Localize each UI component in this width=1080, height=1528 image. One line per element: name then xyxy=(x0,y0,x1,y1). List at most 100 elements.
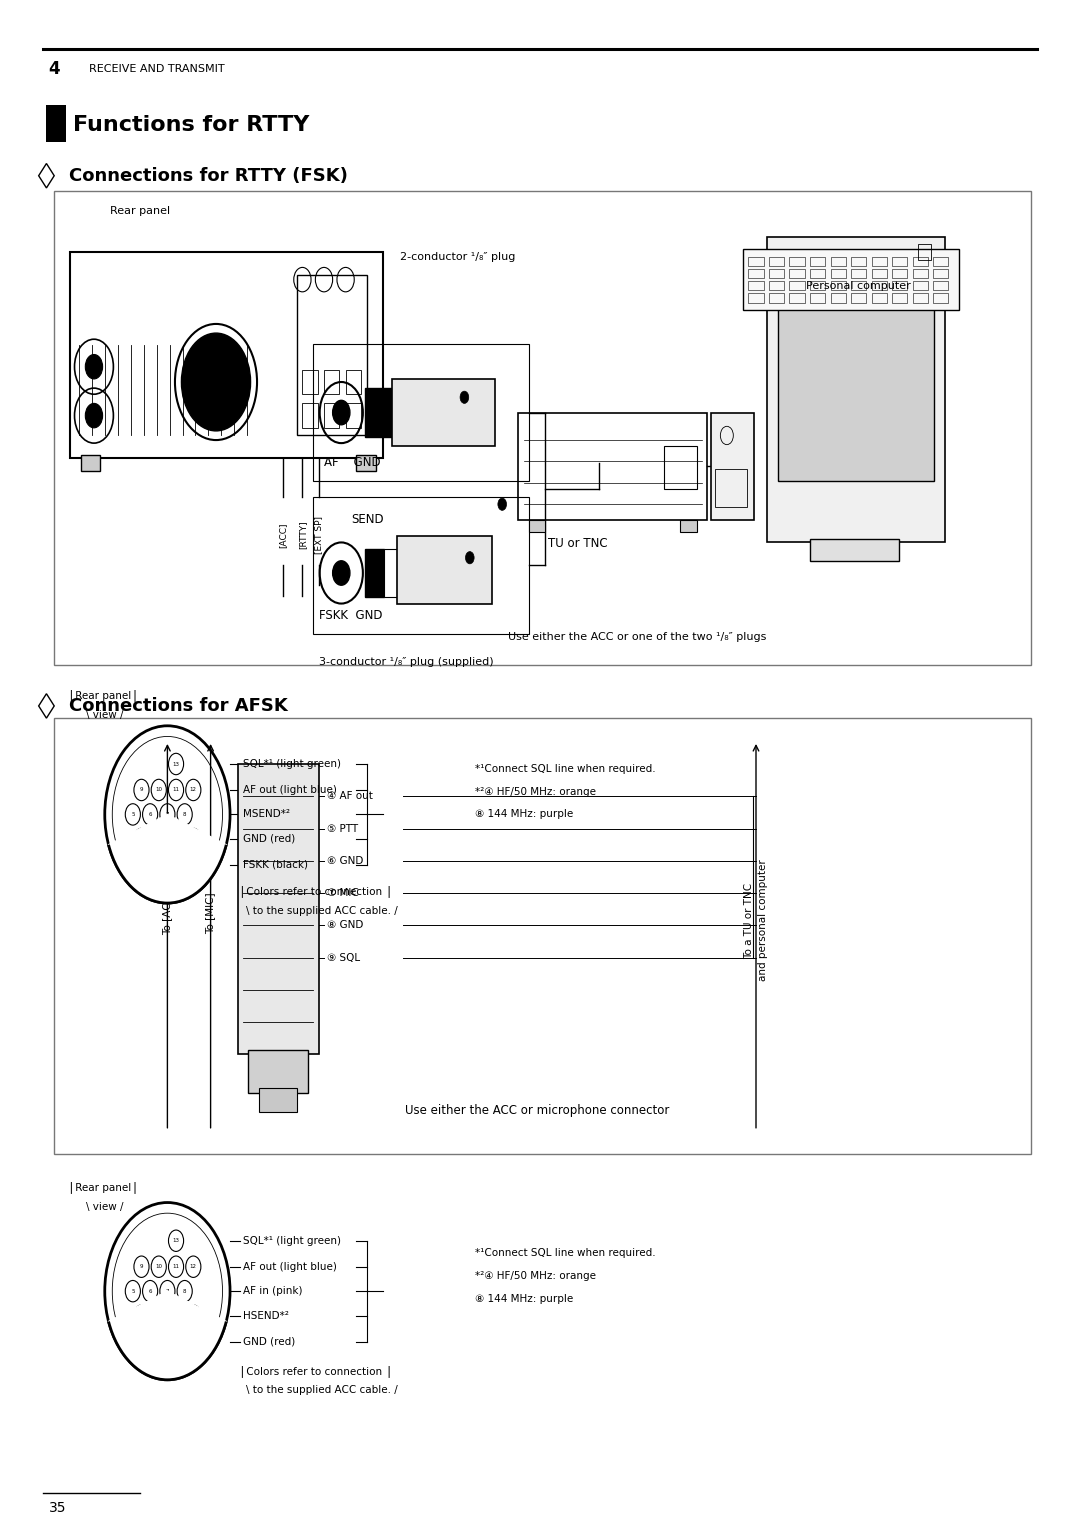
Circle shape xyxy=(143,1280,158,1302)
Text: TU or TNC: TU or TNC xyxy=(548,538,608,550)
Text: *²④ HF/50 MHz: orange: *²④ HF/50 MHz: orange xyxy=(475,1271,596,1280)
Bar xyxy=(918,244,931,260)
Text: SQL*¹ (light green): SQL*¹ (light green) xyxy=(243,1236,341,1245)
Bar xyxy=(769,293,784,303)
Circle shape xyxy=(168,828,184,850)
Circle shape xyxy=(177,804,192,825)
Text: SQL*¹ (light green): SQL*¹ (light green) xyxy=(243,759,341,769)
Text: Rear panel: Rear panel xyxy=(110,206,171,215)
Text: 5: 5 xyxy=(131,811,135,817)
Polygon shape xyxy=(39,163,54,188)
Text: ⑧ 144 MHz: purple: ⑧ 144 MHz: purple xyxy=(475,1294,573,1303)
Bar xyxy=(851,269,866,278)
Bar xyxy=(892,257,907,266)
Text: *²④ HF/50 MHz: orange: *²④ HF/50 MHz: orange xyxy=(475,787,596,796)
Circle shape xyxy=(186,1256,201,1277)
Bar xyxy=(302,370,318,394)
Text: 4: 4 xyxy=(191,836,195,842)
Text: 3: 3 xyxy=(174,1313,178,1319)
Text: 6: 6 xyxy=(148,811,152,817)
Bar xyxy=(81,455,100,471)
Bar xyxy=(54,191,1031,665)
Text: \ view /: \ view / xyxy=(86,711,124,720)
Bar xyxy=(872,257,887,266)
Text: \ to the supplied ACC cable. /: \ to the supplied ACC cable. / xyxy=(246,906,399,915)
Text: MSEND*²: MSEND*² xyxy=(243,810,291,819)
Bar xyxy=(324,403,339,428)
Circle shape xyxy=(333,561,350,585)
Circle shape xyxy=(498,498,507,510)
Bar xyxy=(302,403,318,428)
Bar xyxy=(529,520,545,532)
Bar xyxy=(831,269,846,278)
Bar xyxy=(851,281,866,290)
Text: 9: 9 xyxy=(139,1264,144,1270)
Bar xyxy=(872,281,887,290)
Text: 2-conductor ¹/₈″ plug: 2-conductor ¹/₈″ plug xyxy=(400,252,515,261)
Bar xyxy=(748,269,764,278)
Bar xyxy=(384,549,397,597)
Bar xyxy=(715,469,747,507)
Text: ⎜Colors refer to connection ⎟: ⎜Colors refer to connection ⎟ xyxy=(241,1365,391,1377)
Bar xyxy=(810,269,825,278)
Text: To a TU or TNC
and personal computer: To a TU or TNC and personal computer xyxy=(744,860,768,981)
Text: 4: 4 xyxy=(49,60,60,78)
Text: 12: 12 xyxy=(190,787,197,793)
Bar xyxy=(365,549,384,597)
Text: ⎜Colors refer to connection ⎟: ⎜Colors refer to connection ⎟ xyxy=(241,885,391,897)
Bar xyxy=(831,281,846,290)
Text: Connections for RTTY (FSK): Connections for RTTY (FSK) xyxy=(69,167,348,185)
Text: 9: 9 xyxy=(139,787,144,793)
Bar xyxy=(46,105,66,142)
Text: GND (red): GND (red) xyxy=(243,834,295,843)
Bar xyxy=(748,281,764,290)
Bar xyxy=(789,269,805,278)
Circle shape xyxy=(134,1256,149,1277)
Bar xyxy=(297,275,367,435)
Circle shape xyxy=(186,828,201,850)
Circle shape xyxy=(168,779,184,801)
Bar xyxy=(743,249,959,310)
Circle shape xyxy=(125,804,140,825)
Bar xyxy=(769,257,784,266)
Wedge shape xyxy=(108,814,227,903)
Bar xyxy=(892,269,907,278)
Circle shape xyxy=(160,804,175,825)
Text: *¹Connect SQL line when required.: *¹Connect SQL line when required. xyxy=(475,1248,656,1258)
Circle shape xyxy=(85,354,103,379)
Text: 7: 7 xyxy=(165,811,170,817)
Text: 1: 1 xyxy=(139,836,144,842)
Bar xyxy=(913,281,928,290)
Text: ⎜Rear panel⎟: ⎜Rear panel⎟ xyxy=(70,689,137,701)
Bar xyxy=(851,293,866,303)
Circle shape xyxy=(125,1280,140,1302)
Text: [RTTY]: [RTTY] xyxy=(298,521,307,549)
Text: ⑤ PTT: ⑤ PTT xyxy=(327,824,359,833)
Text: 10: 10 xyxy=(156,787,162,793)
Text: 1: 1 xyxy=(139,1313,144,1319)
Text: 10: 10 xyxy=(156,1264,162,1270)
Bar xyxy=(238,764,319,1054)
Bar xyxy=(789,293,805,303)
Bar xyxy=(769,269,784,278)
Bar xyxy=(356,455,376,471)
Bar xyxy=(913,269,928,278)
Bar xyxy=(324,370,339,394)
Bar xyxy=(346,370,361,394)
Bar xyxy=(789,257,805,266)
Text: ⑨ SQL: ⑨ SQL xyxy=(327,952,361,963)
Circle shape xyxy=(85,403,103,428)
Text: RECEIVE AND TRANSMIT: RECEIVE AND TRANSMIT xyxy=(89,64,225,73)
Text: ⎜Rear panel⎟: ⎜Rear panel⎟ xyxy=(70,1181,137,1193)
Text: [ACC]: [ACC] xyxy=(279,523,287,547)
Circle shape xyxy=(465,552,474,564)
Bar xyxy=(313,344,529,481)
Text: \ to the supplied ACC cable. /: \ to the supplied ACC cable. / xyxy=(246,1386,399,1395)
Circle shape xyxy=(168,1256,184,1277)
Circle shape xyxy=(134,779,149,801)
Text: ⑥ GND: ⑥ GND xyxy=(327,856,364,866)
Bar xyxy=(711,413,754,520)
Bar xyxy=(259,1088,297,1112)
Circle shape xyxy=(151,1305,166,1326)
Bar xyxy=(769,281,784,290)
